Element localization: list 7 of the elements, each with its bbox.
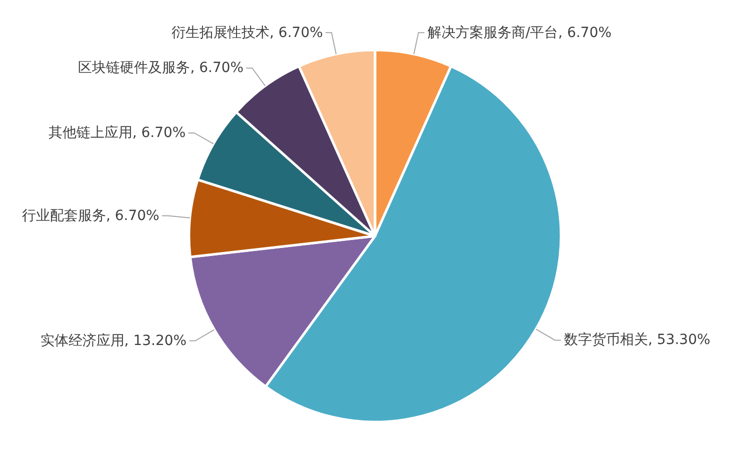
slice-label: 其他链上应用, 6.70% [48, 124, 186, 142]
slice-label: 数字货币相关, 53.30% [564, 331, 710, 350]
slice-label: 区块链硬件及服务, 6.70% [78, 59, 244, 78]
slice-label: 衍生拓展性技术, 6.70% [172, 24, 323, 42]
slice-label: 实体经济应用, 13.20% [40, 332, 187, 350]
slice-label: 行业配套服务, 6.70% [22, 206, 160, 225]
slice-label: 解决方案服务商/平台, 6.70% [427, 24, 612, 42]
